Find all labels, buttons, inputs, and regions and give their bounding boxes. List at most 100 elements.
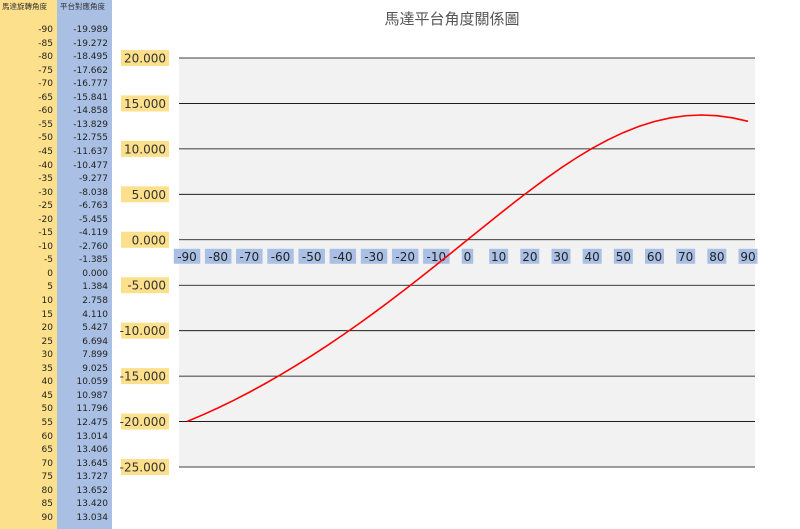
platform-angle-cell[interactable]: -14.858 bbox=[73, 106, 108, 117]
motor-angle-cell[interactable]: 10 bbox=[41, 296, 53, 306]
x-tick-label-bg bbox=[329, 248, 357, 264]
series-line bbox=[186, 114, 749, 423]
motor-angle-cell[interactable]: 90 bbox=[41, 512, 53, 523]
platform-angle-cell[interactable]: -12.755 bbox=[73, 133, 108, 144]
motor-angle-cell[interactable]: 65 bbox=[41, 445, 53, 456]
motor-angle-cell[interactable]: -10 bbox=[38, 241, 53, 252]
motor-angle-cell[interactable]: -55 bbox=[38, 119, 53, 130]
platform-angle-cell[interactable]: 1.384 bbox=[82, 282, 108, 293]
motor-angle-cell[interactable]: -25 bbox=[38, 201, 53, 212]
motor-angle-cell[interactable]: 55 bbox=[41, 417, 53, 428]
platform-angle-cell[interactable]: -4.119 bbox=[78, 228, 108, 239]
motor-angle-cell[interactable]: 70 bbox=[41, 458, 53, 469]
platform-angle-cell[interactable]: 10.987 bbox=[76, 390, 109, 401]
motor-angle-cell[interactable]: -75 bbox=[38, 65, 53, 76]
motor-angle-cell[interactable]: -40 bbox=[38, 160, 53, 171]
platform-angle-cell[interactable]: -8.038 bbox=[78, 187, 108, 198]
platform-angle-cell[interactable]: -9.277 bbox=[78, 174, 108, 185]
x-tick-label-bg bbox=[520, 248, 540, 264]
motor-angle-cell[interactable]: 40 bbox=[41, 377, 53, 388]
y-tick-label-bg bbox=[121, 368, 169, 385]
platform-angle-cell[interactable]: 0.000 bbox=[82, 268, 108, 279]
motor-angle-cell[interactable]: 50 bbox=[41, 404, 53, 415]
y-tick-label: -25.000 bbox=[120, 461, 166, 475]
platform-angle-cell[interactable]: 12.475 bbox=[76, 417, 109, 428]
y-tick-label-bg bbox=[121, 277, 169, 294]
motor-angle-cell[interactable]: -70 bbox=[38, 79, 53, 90]
platform-angle-cell[interactable]: -13.829 bbox=[73, 119, 108, 130]
motor-angle-cell[interactable]: 5 bbox=[47, 282, 53, 293]
motor-angle-cell[interactable]: 45 bbox=[41, 390, 53, 401]
y-tick-label: 0.000 bbox=[132, 233, 166, 247]
x-tick-label-bg bbox=[613, 248, 633, 264]
motor-angle-cell[interactable]: 30 bbox=[41, 350, 53, 361]
platform-angle-cell[interactable]: 2.758 bbox=[82, 296, 108, 306]
motor-angle-cell[interactable]: -5 bbox=[44, 255, 53, 266]
motor-angle-cell[interactable]: -85 bbox=[38, 38, 53, 49]
platform-angle-cell[interactable]: 13.014 bbox=[76, 431, 109, 442]
y-tick-label: 15.000 bbox=[124, 97, 166, 111]
x-tick-label-bg bbox=[582, 248, 602, 264]
motor-angle-cell[interactable]: -80 bbox=[38, 52, 53, 63]
motor-angle-cell[interactable]: 0 bbox=[47, 268, 53, 279]
column-motor-angle[interactable]: 馬達旋轉角度 -90 -85 -80 -75 -70 -65 -60 -55 -50 -45 -40… bbox=[0, 0, 57, 529]
x-tick-label-bg bbox=[360, 248, 388, 264]
motor-angle-cell[interactable]: -65 bbox=[38, 92, 53, 103]
motor-angle-cell[interactable]: 80 bbox=[41, 485, 53, 496]
header-motor-angle[interactable]: 馬達旋轉角度 bbox=[2, 2, 47, 11]
platform-angle-cell[interactable]: -18.495 bbox=[73, 52, 108, 63]
x-tick-label: 50 bbox=[616, 250, 631, 264]
motor-angle-cell[interactable]: 85 bbox=[41, 499, 53, 510]
x-tick-label: 60 bbox=[647, 250, 662, 264]
platform-angle-cell[interactable]: 13.034 bbox=[76, 512, 109, 523]
motor-angle-cell[interactable]: 25 bbox=[41, 336, 53, 347]
x-tick-label: -50 bbox=[302, 250, 322, 264]
platform-angle-cell[interactable]: -16.777 bbox=[73, 79, 108, 90]
platform-angle-cell[interactable]: 7.899 bbox=[82, 350, 108, 361]
y-tick-label-bg bbox=[121, 231, 169, 248]
motor-angle-cell[interactable]: -15 bbox=[38, 228, 53, 239]
platform-angle-cell[interactable]: -19.989 bbox=[73, 25, 108, 35]
platform-angle-cell[interactable]: 5.427 bbox=[82, 323, 108, 334]
motor-angle-cell[interactable]: -50 bbox=[38, 133, 53, 144]
platform-angle-cell[interactable]: -19.272 bbox=[73, 38, 108, 49]
motor-angle-cell[interactable]: -90 bbox=[38, 25, 53, 35]
platform-angle-cell[interactable]: 13.420 bbox=[76, 499, 109, 510]
header-platform-angle[interactable]: 平台對應角度 bbox=[60, 2, 105, 11]
motor-angle-cell[interactable]: 60 bbox=[41, 431, 53, 442]
y-tick-label: 5.000 bbox=[132, 188, 166, 202]
platform-angle-cell[interactable]: -6.763 bbox=[78, 201, 108, 212]
motor-angle-cell[interactable]: -30 bbox=[38, 187, 53, 198]
platform-angle-cell[interactable]: 10.059 bbox=[76, 377, 109, 388]
angle-relation-chart[interactable]: 20.000 15.000 10.000 5.000 0.000 -5.000 -10.00… bbox=[112, 0, 800, 529]
y-tick-label-bg bbox=[121, 413, 169, 430]
column-platform-angle[interactable]: 平台對應角度 -19.989 -19.272 -18.495 -17.662 -16.7… bbox=[57, 0, 112, 529]
platform-angle-cell[interactable]: 11.796 bbox=[76, 404, 109, 415]
motor-angle-cell[interactable]: 35 bbox=[41, 363, 53, 374]
y-tick-label-bg bbox=[121, 50, 169, 66]
x-tick-label-bg bbox=[298, 248, 325, 264]
platform-angle-cell[interactable]: -11.637 bbox=[73, 146, 108, 157]
motor-angle-cell[interactable]: -60 bbox=[38, 106, 53, 117]
motor-angle-cell[interactable]: 15 bbox=[41, 309, 53, 320]
platform-angle-cell[interactable]: -10.477 bbox=[73, 160, 108, 171]
platform-angle-cell[interactable]: 6.694 bbox=[82, 336, 108, 347]
motor-angle-cell[interactable]: -45 bbox=[38, 146, 53, 157]
motor-angle-cell[interactable]: 20 bbox=[41, 323, 53, 334]
platform-angle-cell[interactable]: -1.385 bbox=[78, 255, 108, 266]
platform-angle-cell[interactable]: 13.406 bbox=[76, 445, 109, 456]
motor-angle-cell[interactable]: 75 bbox=[41, 472, 53, 483]
y-tick-label: 10.000 bbox=[124, 142, 166, 156]
platform-angle-cell[interactable]: -2.760 bbox=[78, 241, 108, 252]
motor-angle-cell[interactable]: -35 bbox=[38, 174, 53, 185]
platform-angle-cell[interactable]: -15.841 bbox=[73, 92, 108, 103]
platform-angle-cell[interactable]: 13.645 bbox=[76, 458, 109, 469]
motor-angle-cell[interactable]: -20 bbox=[38, 214, 53, 225]
platform-angle-cell[interactable]: 9.025 bbox=[82, 363, 108, 374]
platform-angle-cell[interactable]: -17.662 bbox=[73, 65, 108, 76]
platform-angle-cell[interactable]: 13.727 bbox=[76, 472, 109, 483]
x-tick-label: 80 bbox=[709, 250, 724, 264]
platform-angle-cell[interactable]: -5.455 bbox=[78, 214, 108, 225]
platform-angle-cell[interactable]: 13.652 bbox=[76, 485, 109, 496]
platform-angle-cell[interactable]: 4.110 bbox=[82, 309, 108, 320]
